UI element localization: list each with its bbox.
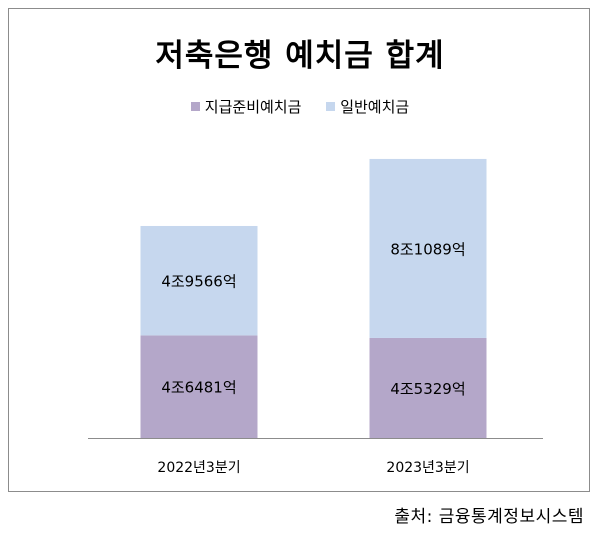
- legend-swatch-reserve: [190, 102, 200, 111]
- x-tick-label-1: 2023년3분기: [386, 460, 469, 476]
- legend-label-general: 일반예치금: [340, 98, 410, 116]
- legend-swatch-general: [326, 102, 336, 111]
- chart-legend: 지급준비예치금 일반예치금: [0, 96, 600, 117]
- legend-item-general: 일반예치금: [326, 96, 409, 117]
- x-tick-label-0: 2022년3분기: [157, 460, 240, 476]
- source-note: 출처: 금융통계정보시스템: [394, 507, 584, 527]
- bar-segment-reserve-0: [140, 335, 258, 438]
- chart-frame: [8, 8, 590, 492]
- legend-label-reserve: 지급준비예치금: [204, 98, 302, 116]
- bar-segment-general-0: [140, 225, 258, 336]
- data-label-general-1: 8조1089억: [390, 240, 465, 258]
- chart-title: 저축은행 예치금 합계: [155, 38, 445, 74]
- bar-segment-general-1: [369, 158, 487, 338]
- data-label-general-0: 4조9566억: [161, 273, 236, 291]
- legend-item-reserve: 지급준비예치금: [190, 96, 302, 117]
- bar-segment-reserve-1: [369, 337, 487, 438]
- data-label-reserve-1: 4조5329억: [390, 380, 465, 398]
- data-label-reserve-0: 4조6481억: [161, 379, 236, 397]
